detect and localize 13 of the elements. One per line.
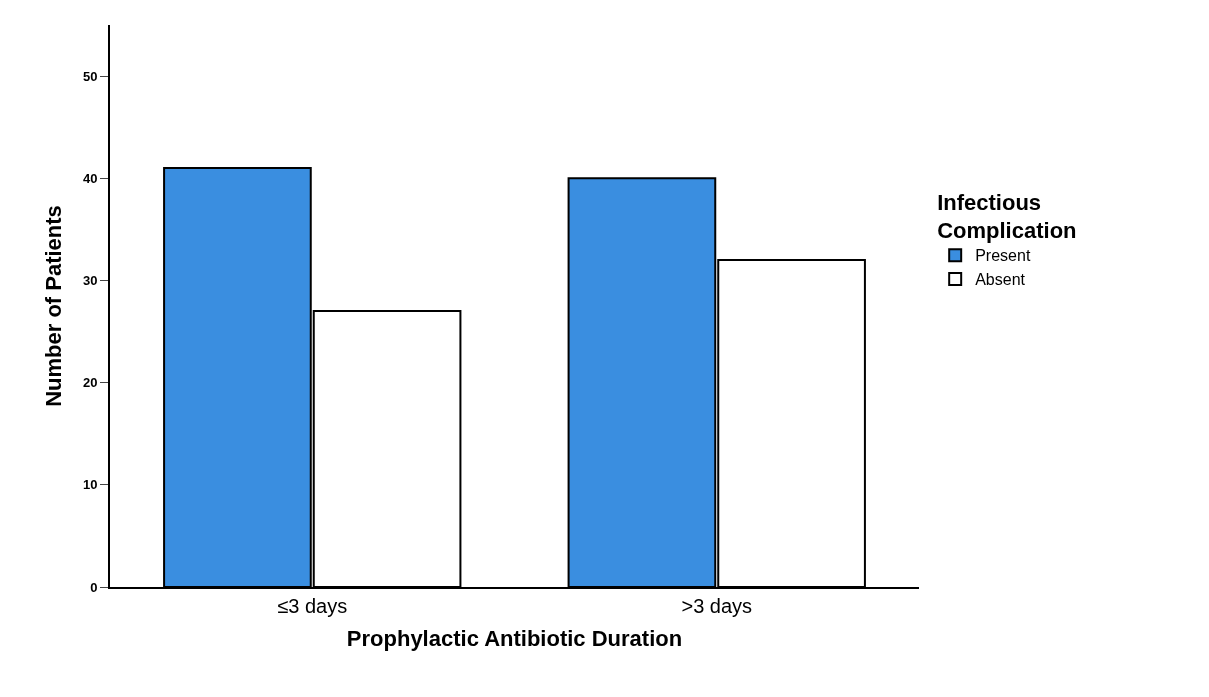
legend-label: Absent: [975, 271, 1026, 289]
y-tick-label: 50: [82, 68, 98, 84]
y-tick-label: 20: [82, 375, 98, 391]
legend-label: Present: [975, 247, 1031, 265]
y-tick-label: 40: [82, 170, 98, 186]
y-tick-label: 30: [82, 273, 98, 288]
legend-title: Infectious Complication: [937, 189, 1077, 244]
x-tick-label: ≤3 days: [277, 595, 348, 617]
y-tick-label: 10: [82, 477, 98, 493]
x-axis-title: Prophylactic Antibiotic Duration: [346, 626, 683, 652]
x-tick-label: >3 days: [681, 595, 753, 617]
y-axis-title: Number of Patients: [41, 205, 67, 407]
y-tick-label: 0: [90, 579, 98, 595]
